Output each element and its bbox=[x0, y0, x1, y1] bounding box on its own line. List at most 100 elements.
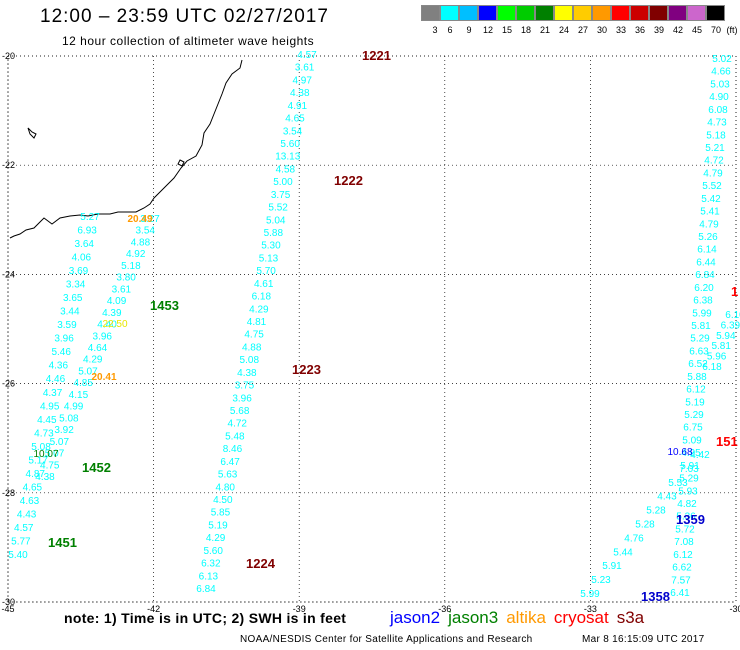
swh-value: 5.99 bbox=[692, 308, 712, 319]
generated-timestamp: Mar 8 16:15:09 UTC 2017 bbox=[582, 634, 705, 645]
swh-value: 4.65 bbox=[23, 482, 43, 493]
swh-value: 6.08 bbox=[708, 105, 728, 116]
swh-value: 3.65 bbox=[63, 293, 83, 304]
x-tick-label: -42 bbox=[147, 604, 160, 614]
swh-value: 3.69 bbox=[69, 266, 89, 277]
legend-swatch-15 bbox=[497, 5, 516, 21]
swh-value: 4.37 bbox=[43, 388, 63, 399]
legend-label-12: 12 bbox=[482, 25, 493, 35]
swh-value: 4.79 bbox=[703, 168, 723, 179]
legend-swatch-39 bbox=[649, 5, 668, 21]
swh-value: 5.29 bbox=[679, 474, 699, 485]
swh-value: 5.17 bbox=[28, 455, 48, 466]
swh-value: 4.50 bbox=[213, 495, 233, 506]
swh-high-value: 22.50 bbox=[102, 319, 127, 330]
swh-value: 4.92 bbox=[126, 249, 146, 260]
coastline bbox=[9, 59, 243, 239]
swh-value: 3.75 bbox=[271, 190, 291, 201]
swh-value: 7.03 bbox=[679, 464, 699, 475]
island-1 bbox=[27, 127, 37, 139]
swh-value: 4.85 bbox=[73, 378, 93, 389]
swh-value: 4.91 bbox=[288, 101, 308, 112]
swh-value: 4.57 bbox=[297, 50, 317, 61]
legend-label-9: 9 bbox=[466, 25, 472, 35]
swh-high-value: 20.41 bbox=[91, 372, 116, 383]
x-tick-label: -33 bbox=[584, 604, 597, 614]
swh-value: 6.63 bbox=[689, 346, 709, 357]
swh-value: 5.08 bbox=[240, 355, 260, 366]
swh-value: 5.08 bbox=[59, 413, 79, 424]
swh-value: 5.04 bbox=[266, 215, 286, 226]
swh-value: 4.38 bbox=[290, 88, 310, 99]
map-title: 12:00 – 23:59 UTC 02/27/2017 bbox=[40, 6, 329, 27]
swh-value: 3.61 bbox=[295, 63, 315, 74]
legend-label-27: 27 bbox=[577, 25, 588, 35]
swh-value: 5.29 bbox=[690, 334, 710, 345]
swh-value: 6.41 bbox=[670, 588, 690, 599]
legend-swatch-33 bbox=[611, 5, 630, 21]
swh-value: 6.44 bbox=[696, 257, 716, 268]
x-tick-label: -30 bbox=[729, 604, 740, 614]
swh-value: 6.18 bbox=[702, 362, 722, 373]
legend-label-15: 15 bbox=[501, 25, 512, 35]
legend-label-24: 24 bbox=[558, 25, 569, 35]
x-tick-label: -39 bbox=[293, 604, 306, 614]
swh-value: 4.45 bbox=[37, 415, 57, 426]
footer-note: note: 1) Time is in UTC; 2) SWH is in fe… bbox=[64, 610, 347, 626]
legend-swatch-70 bbox=[706, 5, 725, 21]
swh-value: 6.39 bbox=[721, 320, 740, 331]
legend-swatch-18 bbox=[516, 5, 535, 21]
coastline-path bbox=[9, 59, 243, 239]
y-tick-label: -28 bbox=[2, 488, 15, 498]
track-time-label: 1 bbox=[731, 284, 738, 299]
legend-swatch-6 bbox=[440, 5, 459, 21]
swh-value: 5.52 bbox=[268, 203, 288, 214]
swh-value: 5.41 bbox=[700, 207, 720, 218]
legend-label-45: 45 bbox=[691, 25, 702, 35]
swh-value: 5.96 bbox=[707, 352, 727, 363]
swh-value: 3.75 bbox=[235, 381, 255, 392]
legend-label-21: 21 bbox=[539, 25, 550, 35]
swh-value: 4.76 bbox=[624, 533, 644, 544]
swh-value: 5.77 bbox=[11, 536, 31, 547]
swh-value: 5.00 bbox=[273, 177, 293, 188]
swh-value: 6.13 bbox=[199, 571, 219, 582]
swh-value: 5.60 bbox=[280, 139, 300, 150]
swh-value: 4.57 bbox=[14, 523, 34, 534]
swh-value: 5.53 bbox=[668, 478, 688, 489]
swh-value: 4.88 bbox=[131, 237, 151, 248]
y-tick-label: -24 bbox=[2, 269, 15, 279]
swh-value: 3.92 bbox=[54, 425, 74, 436]
swh-value: 5.91 bbox=[680, 461, 700, 472]
track-time-label: 1224 bbox=[246, 556, 276, 571]
swh-value: 3.59 bbox=[57, 320, 77, 331]
swh-value: 5.03 bbox=[710, 79, 730, 90]
legend-label-33: 33 bbox=[615, 25, 626, 35]
credit-line: NOAA/NESDIS Center for Satellite Applica… bbox=[240, 634, 533, 645]
swh-value: 4.80 bbox=[216, 482, 236, 493]
swh-value: 6.12 bbox=[673, 550, 693, 561]
legend-swatch-42 bbox=[668, 5, 687, 21]
swh-value: 4.99 bbox=[64, 402, 84, 413]
swh-value: 5.42 bbox=[701, 194, 721, 205]
swh-value: 6.38 bbox=[693, 296, 713, 307]
swh-value: 5.88 bbox=[687, 372, 707, 383]
swh-value: 4.42 bbox=[690, 450, 710, 461]
legend-label-3: 3 bbox=[432, 25, 438, 35]
swh-value: 3.96 bbox=[232, 393, 252, 404]
swh-value: 4.79 bbox=[699, 219, 719, 230]
swh-value: 4.88 bbox=[242, 342, 262, 353]
swh-value: 6.47 bbox=[220, 457, 240, 468]
swh-value: 4.75 bbox=[40, 460, 60, 471]
swh-value: 4.06 bbox=[72, 253, 92, 264]
swh-value: 4.38 bbox=[237, 368, 257, 379]
swh-value: 4.73 bbox=[34, 428, 54, 439]
swh-value: 6.75 bbox=[683, 423, 703, 434]
swh-value: 7.57 bbox=[671, 575, 691, 586]
swh-value: 5.09 bbox=[682, 435, 702, 446]
y-tick-label: -20 bbox=[2, 51, 15, 61]
y-tick-label: -22 bbox=[2, 160, 15, 170]
swh-value: 5.18 bbox=[121, 261, 141, 272]
swh-value: 5.18 bbox=[706, 130, 726, 141]
swh-value: 5.99 bbox=[580, 589, 600, 600]
